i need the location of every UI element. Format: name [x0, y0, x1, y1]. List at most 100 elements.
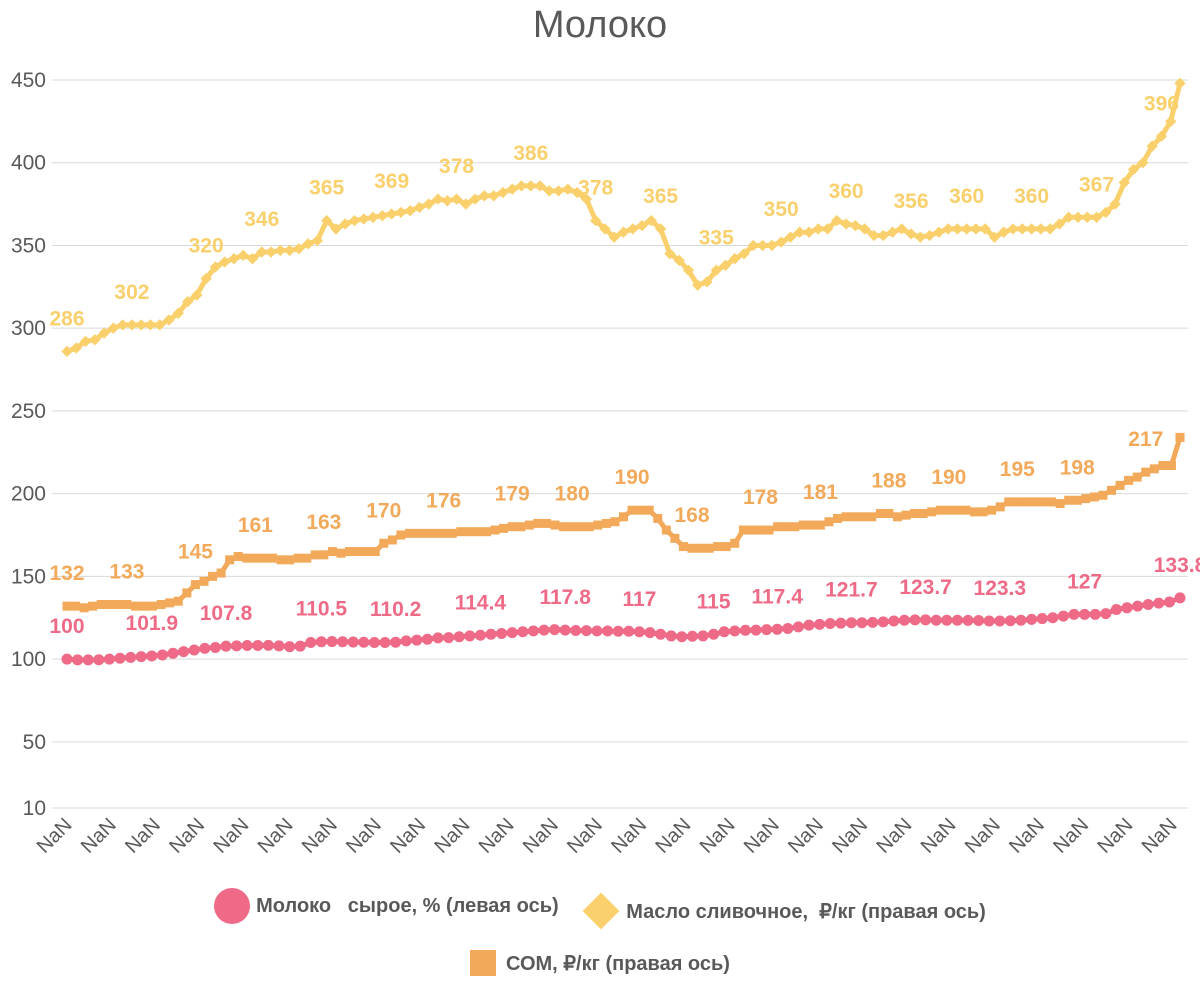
data-point: [122, 599, 132, 609]
data-point: [896, 223, 908, 235]
data-point: [441, 195, 453, 207]
data-point: [1158, 461, 1168, 471]
data-point: [930, 614, 942, 626]
data-point: [460, 198, 472, 210]
data-point: [1165, 115, 1177, 128]
data-point: [225, 555, 235, 565]
data-label-butter: 365: [643, 185, 678, 208]
data-point: [209, 642, 221, 654]
data-point: [687, 543, 697, 553]
x-tick-label: NaN: [607, 814, 651, 858]
data-point: [1110, 603, 1122, 615]
data-point: [1081, 494, 1091, 504]
data-point: [664, 248, 676, 260]
data-point: [1057, 610, 1069, 622]
data-point: [994, 615, 1006, 627]
data-point: [636, 505, 646, 515]
data-point: [665, 630, 677, 642]
data-point: [951, 614, 963, 626]
data-point: [181, 296, 194, 308]
data-point: [773, 522, 783, 532]
data-point: [610, 517, 620, 527]
data-point: [319, 550, 329, 560]
data-point: [1146, 140, 1158, 152]
data-point: [241, 640, 253, 652]
data-point: [413, 201, 426, 214]
data-point: [250, 553, 260, 563]
data-point: [678, 542, 688, 552]
legend-row-1: Молоко сырое, % (левая ось) Масло сливоч…: [0, 888, 1200, 930]
data-point: [447, 528, 457, 538]
data-point: [182, 588, 192, 598]
series-line: [66, 82, 1183, 354]
data-point: [821, 223, 834, 235]
data-point: [814, 618, 826, 630]
data-point: [738, 248, 750, 260]
data-point: [927, 507, 937, 517]
data-point: [790, 522, 800, 532]
data-point: [139, 601, 149, 611]
data-point: [653, 513, 663, 523]
data-point: [910, 508, 920, 518]
data-point: [1166, 461, 1176, 471]
data-label-som: 161: [238, 514, 273, 537]
data-point: [1127, 163, 1140, 176]
data-point: [525, 180, 537, 192]
data-point: [144, 319, 157, 331]
data-point: [918, 508, 928, 518]
data-label-milk: 110.2: [370, 598, 421, 621]
data-point: [761, 624, 773, 636]
x-tick-label: NaN: [872, 814, 916, 858]
data-point: [858, 223, 871, 235]
data-point: [867, 616, 879, 628]
data-point: [1068, 608, 1080, 620]
data-point: [719, 259, 732, 271]
data-point: [453, 631, 465, 643]
data-point: [71, 601, 81, 611]
data-point: [310, 550, 320, 560]
data-point: [920, 614, 932, 626]
data-point: [747, 239, 760, 252]
legend-label-som: СОМ, ₽/кг (правая ось): [506, 952, 730, 975]
data-point: [951, 223, 964, 235]
data-point: [841, 512, 851, 522]
data-point: [1089, 492, 1099, 502]
data-point: [1026, 613, 1038, 625]
data-point: [348, 214, 361, 227]
data-point: [413, 528, 423, 538]
data-point: [527, 625, 539, 637]
x-tick-label: NaN: [254, 814, 298, 858]
data-label-som: 145: [178, 541, 213, 564]
data-point: [390, 636, 402, 648]
data-point: [337, 636, 349, 648]
data-label-som: 181: [803, 481, 838, 504]
x-axis-ticks: NaN NaN NaN NaN NaN NaN NaN NaN NaN NaN NaN NaN NaN N…: [33, 814, 1182, 858]
data-point: [233, 552, 243, 562]
data-point: [1047, 497, 1057, 507]
data-point: [942, 223, 954, 235]
data-point: [1047, 612, 1059, 624]
data-point: [515, 180, 528, 192]
data-point: [1142, 598, 1154, 610]
data-point: [877, 229, 889, 242]
data-point: [330, 223, 342, 235]
data-point: [96, 599, 106, 609]
data-label-milk: 117.8: [539, 586, 591, 609]
data-point: [430, 528, 440, 538]
data-point: [376, 210, 389, 222]
legend-label-milk: Молоко сырое, % (левая ось): [256, 894, 559, 917]
data-point: [1118, 176, 1131, 189]
data-point: [1079, 608, 1091, 620]
data-point: [983, 615, 995, 627]
data-point: [601, 518, 611, 528]
data-label-som: 170: [366, 499, 401, 522]
data-label-butter: 360: [1014, 185, 1049, 208]
data-point: [262, 639, 274, 651]
data-point: [293, 243, 305, 255]
data-point: [220, 640, 232, 652]
data-point: [905, 228, 917, 240]
series-0: [61, 592, 1186, 666]
data-point: [336, 548, 346, 558]
data-point: [497, 186, 509, 199]
data-point: [856, 617, 868, 629]
